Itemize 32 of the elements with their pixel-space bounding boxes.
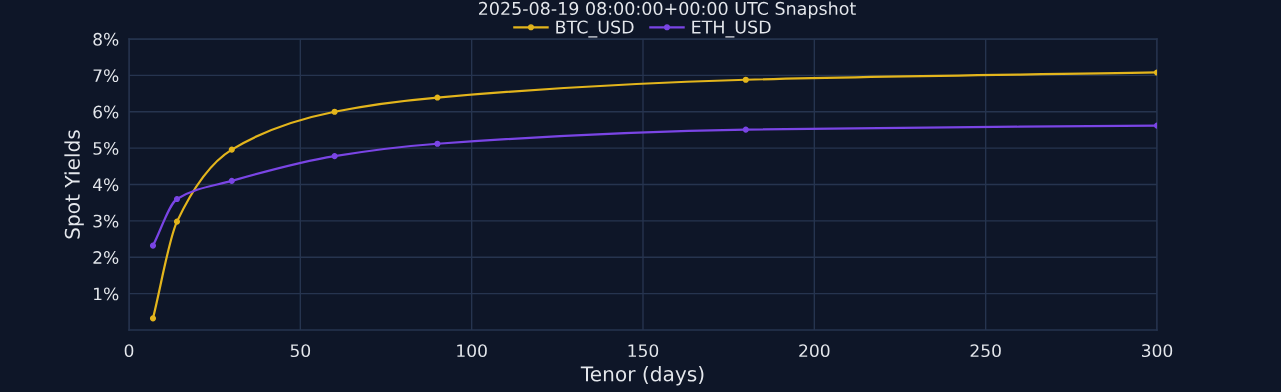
x-tick-label: 150 xyxy=(628,344,659,358)
y-axis-title: Spot Yields xyxy=(64,130,84,239)
point xyxy=(149,242,157,249)
chart-title: 2025-08-19 08:00:00+00:00 UTC Snapshot xyxy=(478,1,856,19)
point xyxy=(173,195,181,203)
y-tick-label: 4% xyxy=(93,178,119,192)
x-tick-label: 0 xyxy=(124,344,134,358)
y-tick-label: 6% xyxy=(93,105,119,119)
x-tick-label: 200 xyxy=(799,344,830,358)
point xyxy=(742,76,749,83)
point xyxy=(331,108,338,115)
point xyxy=(434,140,441,147)
y-tick-label: 5% xyxy=(93,141,119,155)
point xyxy=(228,177,235,184)
y-tick-label: 7% xyxy=(93,69,119,83)
x-tick-label: 250 xyxy=(970,344,1001,358)
x-tick-label: 100 xyxy=(457,344,487,358)
point xyxy=(742,126,749,133)
point xyxy=(149,315,157,322)
point xyxy=(228,146,235,153)
point xyxy=(173,218,181,225)
y-tick-label: 2% xyxy=(93,251,119,264)
y-tick-label: 3% xyxy=(93,214,119,228)
point xyxy=(331,153,338,160)
legend-label: BTC_USD xyxy=(556,20,634,38)
x-tick-label: 50 xyxy=(290,344,311,358)
x-tick-label: 300 xyxy=(1142,344,1173,358)
point xyxy=(434,94,441,101)
x-axis-title: Tenor (days) xyxy=(580,365,704,386)
y-tick-label: 1% xyxy=(94,287,119,301)
y-tick-label: 8% xyxy=(93,32,119,46)
legend-label: ETH_USD xyxy=(692,20,771,38)
